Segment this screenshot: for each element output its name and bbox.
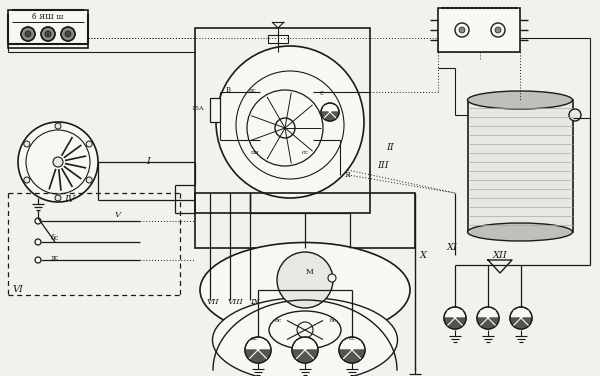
- Ellipse shape: [216, 46, 364, 198]
- Circle shape: [61, 27, 75, 41]
- Circle shape: [277, 252, 333, 308]
- Text: VI: VI: [13, 285, 23, 294]
- Circle shape: [41, 27, 55, 41]
- Circle shape: [477, 307, 499, 329]
- Bar: [210, 98, 220, 122]
- Circle shape: [495, 27, 501, 33]
- Bar: [8, 10, 88, 48]
- Circle shape: [45, 31, 51, 37]
- Circle shape: [24, 177, 30, 183]
- Circle shape: [55, 123, 61, 129]
- Circle shape: [24, 141, 30, 147]
- Ellipse shape: [467, 91, 572, 109]
- Bar: [268, 35, 288, 43]
- Text: б ЯШ ш: б ЯШ ш: [32, 13, 64, 21]
- Circle shape: [21, 27, 35, 41]
- Circle shape: [455, 23, 469, 37]
- Text: дс: дс: [51, 254, 59, 262]
- Text: VIII: VIII: [227, 298, 243, 306]
- Polygon shape: [245, 350, 271, 363]
- Text: V: V: [115, 211, 121, 219]
- Circle shape: [339, 337, 365, 363]
- Circle shape: [292, 337, 318, 363]
- Text: II: II: [386, 144, 394, 153]
- Circle shape: [459, 27, 465, 33]
- Polygon shape: [510, 318, 532, 329]
- Ellipse shape: [200, 243, 410, 338]
- Circle shape: [53, 157, 63, 167]
- Text: IV: IV: [65, 196, 76, 205]
- Ellipse shape: [269, 311, 341, 349]
- Text: пс: пс: [251, 335, 259, 341]
- Text: бс: бс: [274, 317, 281, 323]
- Circle shape: [245, 337, 271, 363]
- Text: пп: пп: [251, 150, 259, 155]
- Polygon shape: [321, 112, 339, 121]
- Text: бс: бс: [51, 234, 59, 242]
- Text: сс: сс: [302, 150, 308, 155]
- Circle shape: [86, 177, 92, 183]
- Text: 15А: 15А: [191, 106, 204, 111]
- Polygon shape: [292, 350, 318, 363]
- Text: сс: сс: [349, 335, 355, 341]
- Circle shape: [86, 141, 92, 147]
- Text: бс: бс: [329, 317, 337, 323]
- Text: М: М: [306, 268, 314, 276]
- Circle shape: [275, 118, 295, 138]
- Circle shape: [491, 23, 505, 37]
- Polygon shape: [339, 350, 365, 363]
- Polygon shape: [477, 318, 499, 329]
- Circle shape: [321, 103, 339, 121]
- Bar: [195, 28, 370, 213]
- Circle shape: [510, 307, 532, 329]
- Text: I: I: [146, 158, 150, 167]
- Bar: [468, 100, 573, 232]
- Text: Я: Я: [345, 171, 351, 179]
- Circle shape: [25, 31, 31, 37]
- Text: IX: IX: [250, 298, 260, 306]
- Circle shape: [55, 195, 61, 201]
- Circle shape: [328, 274, 336, 282]
- Circle shape: [569, 109, 581, 121]
- Text: VII: VII: [207, 298, 219, 306]
- Text: X: X: [419, 250, 427, 259]
- Circle shape: [35, 239, 41, 245]
- Polygon shape: [444, 318, 466, 329]
- Circle shape: [35, 218, 41, 224]
- Text: XI: XI: [446, 244, 457, 253]
- Ellipse shape: [467, 223, 572, 241]
- Text: В: В: [226, 86, 230, 94]
- Text: пс: пс: [249, 88, 257, 92]
- Text: XII: XII: [493, 250, 508, 259]
- Ellipse shape: [212, 297, 398, 376]
- Circle shape: [65, 31, 71, 37]
- Text: III: III: [377, 161, 389, 170]
- Circle shape: [35, 257, 41, 263]
- Bar: [195, 193, 415, 248]
- Circle shape: [444, 307, 466, 329]
- Circle shape: [297, 322, 313, 338]
- Bar: [438, 8, 520, 52]
- Text: с: с: [320, 89, 324, 97]
- Circle shape: [18, 122, 98, 202]
